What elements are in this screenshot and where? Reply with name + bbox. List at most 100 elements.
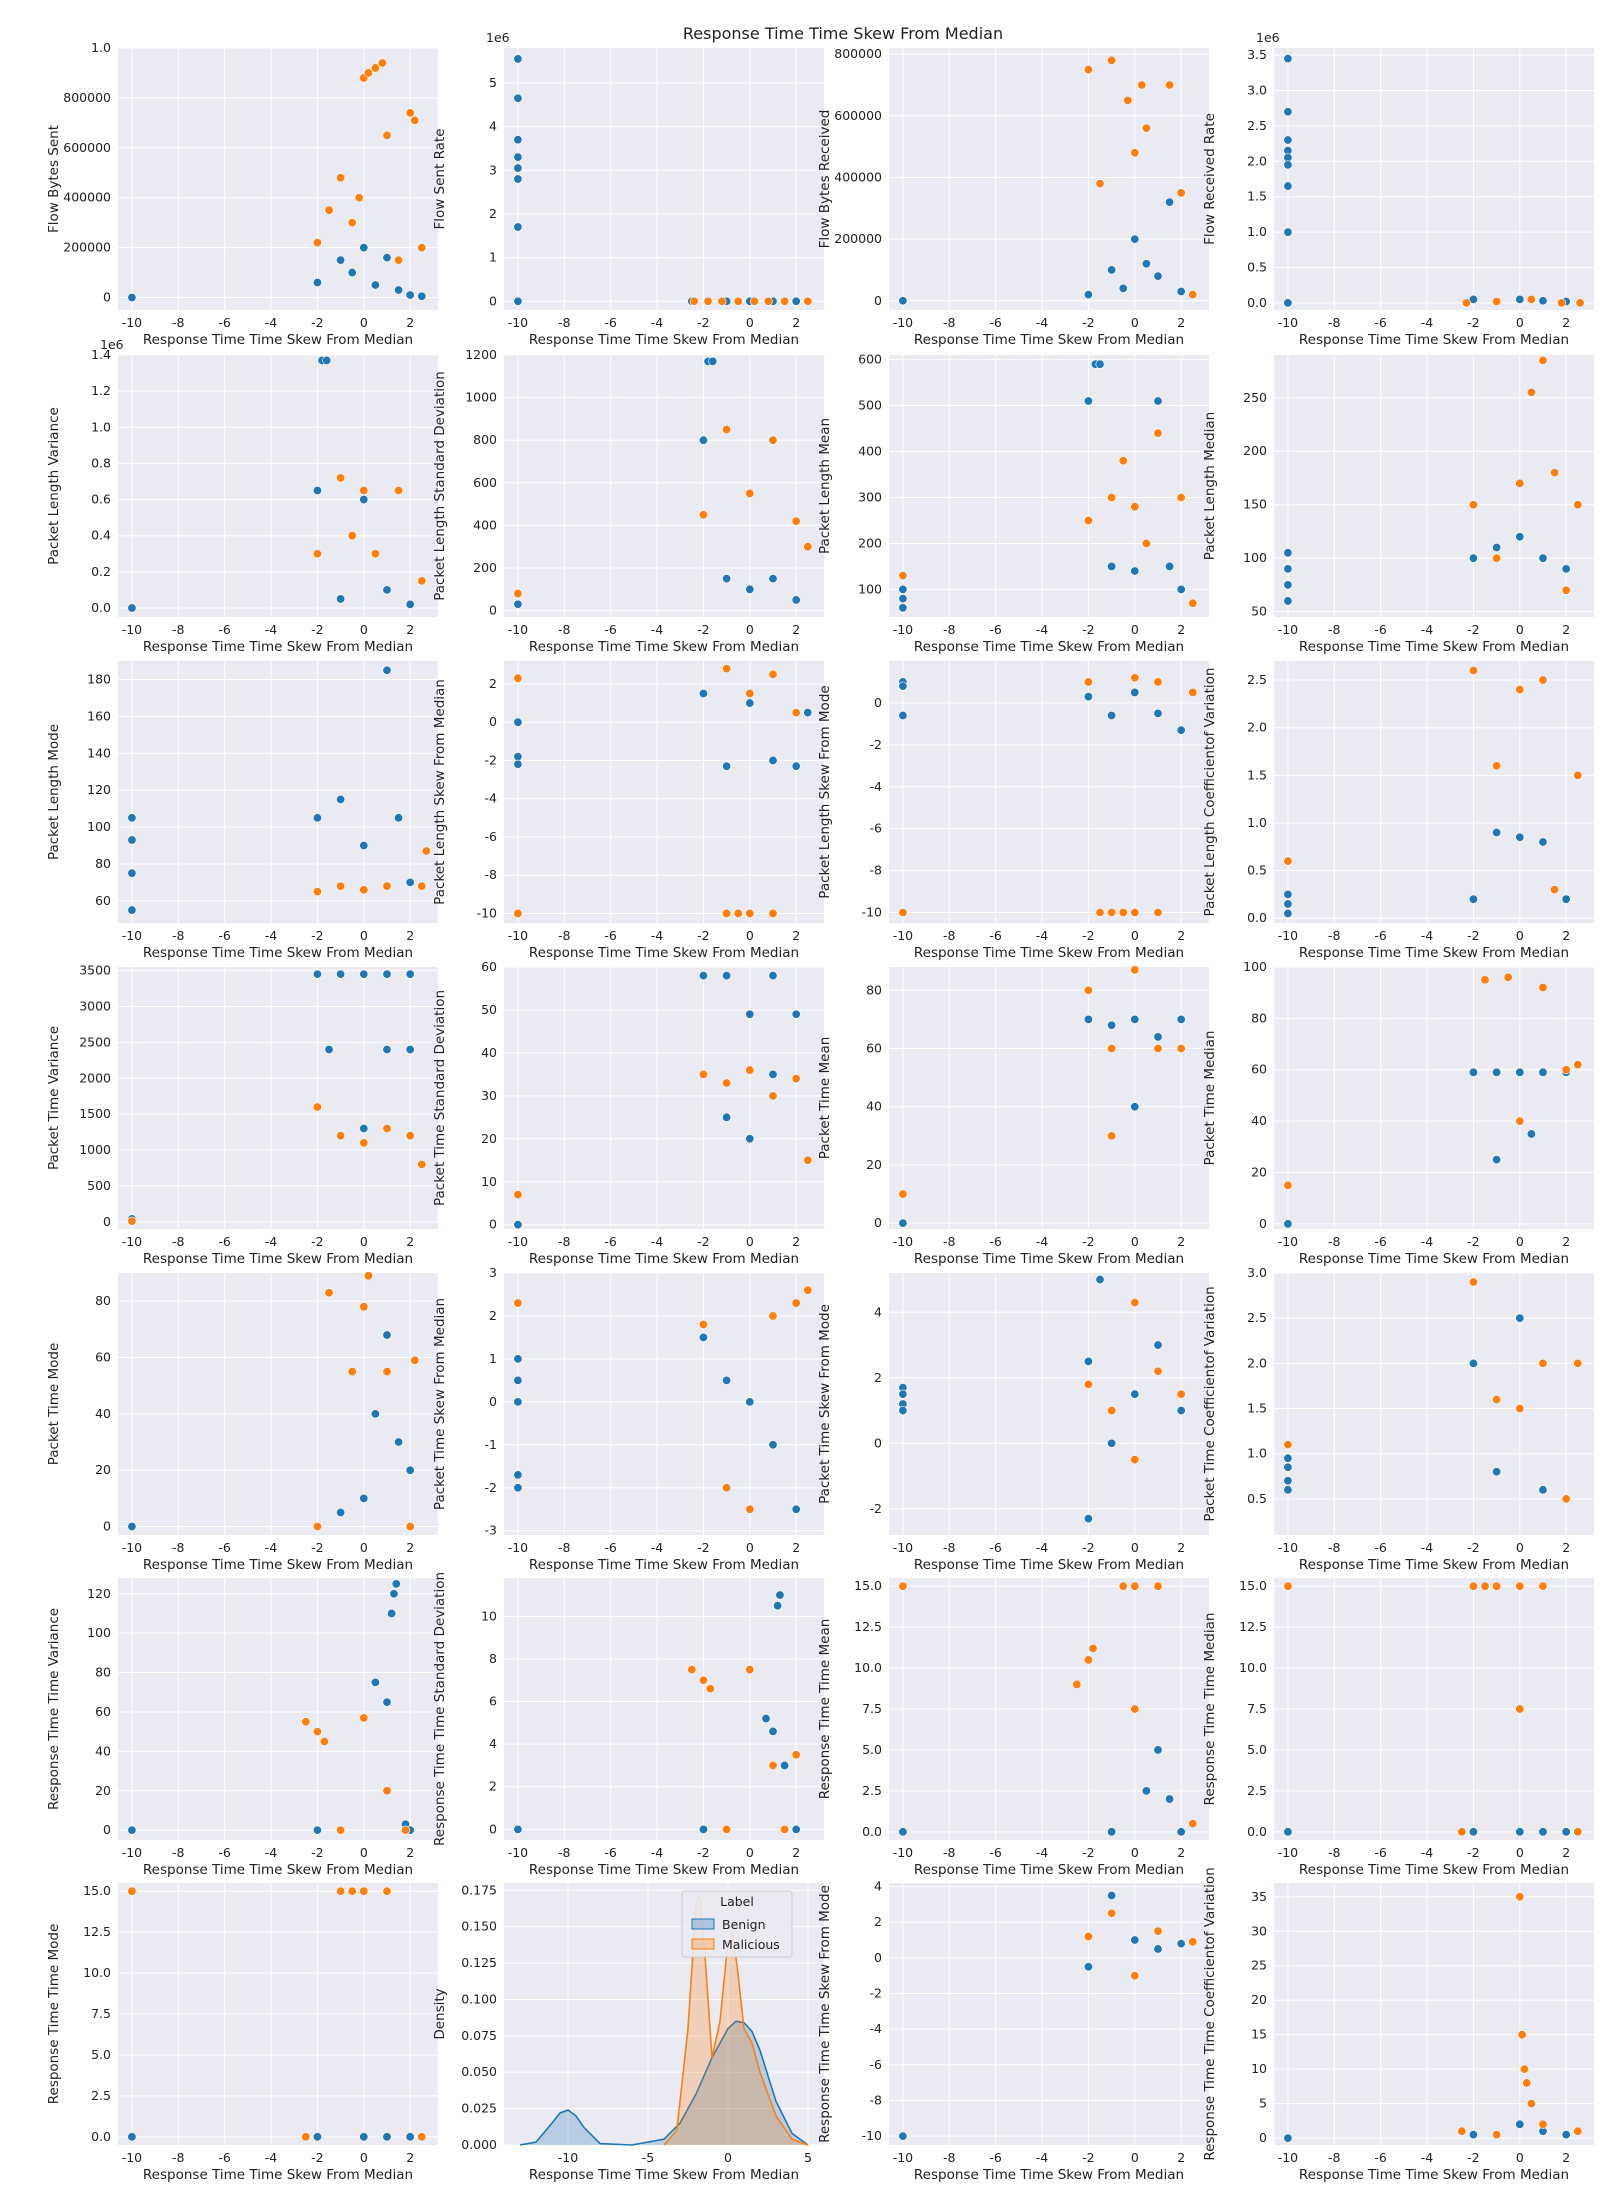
scatter-point-malicious: [370, 63, 380, 73]
scatter-point-benign: [359, 841, 369, 851]
scatter-point-malicious: [1118, 908, 1128, 918]
x-tick-label: -4: [1036, 1234, 1049, 1249]
scatter-point-benign: [768, 1726, 778, 1736]
y-tick-label: 10: [481, 1174, 497, 1189]
scatter-point-benign: [1283, 889, 1293, 899]
scatter-point-malicious: [791, 1298, 801, 1308]
scatter-point-benign: [1283, 899, 1293, 909]
x-tick-label: -8: [1328, 2150, 1341, 2165]
scatter-point-malicious: [1515, 1581, 1525, 1591]
y-tick-label: -8: [870, 2092, 883, 2107]
y-tick-label: 60: [95, 1350, 111, 1365]
panel-4-3: -10 -8 -6 -4 -2 0 2 0.5 1.0 1.5 2.0 2.5 3.0 Response …: [1202, 1265, 1594, 1573]
scatter-point-benign: [513, 1375, 523, 1385]
scatter-point-benign: [1083, 1356, 1093, 1366]
x-tick-label: -8: [943, 622, 956, 637]
x-tick-label: -8: [172, 315, 185, 330]
scatter-point-malicious: [698, 1675, 708, 1685]
x-tick-label: 0: [360, 1845, 368, 1860]
scatter-point-benign: [405, 2132, 415, 2142]
scatter-point-malicious: [1492, 553, 1502, 563]
y-axis-label: Packet Time Standard Deviation: [432, 990, 448, 1206]
scatter-point-benign: [513, 1483, 523, 1493]
scatter-point-malicious: [382, 881, 392, 891]
scatter-point-benign: [791, 761, 801, 771]
x-tick-label: -10: [893, 315, 913, 330]
x-tick-label: 0: [1131, 622, 1139, 637]
scatter-point-malicious: [1515, 478, 1525, 488]
scatter-point-malicious: [898, 1189, 908, 1199]
legend-swatch-benign: [691, 1918, 715, 1930]
x-tick-label: -2: [1082, 622, 1094, 637]
scatter-point-malicious: [1515, 1116, 1525, 1126]
x-tick-label: -10: [1278, 1234, 1298, 1249]
scatter-point-benign: [1283, 298, 1293, 308]
y-tick-label: -2: [870, 1986, 882, 2001]
y-tick-label: 0: [874, 695, 882, 710]
scatter-point-malicious: [1130, 1581, 1140, 1591]
y-tick-label: 80: [866, 982, 882, 997]
y-tick-label: 600000: [834, 108, 882, 123]
x-tick-label: -8: [943, 1234, 956, 1249]
scatter-point-benign: [722, 574, 732, 584]
scatter-point-malicious: [745, 689, 755, 699]
panel-2-2: -10 -8 -6 -4 -2 0 2 -10 -8 -6 -4 -2 0 Response Time T…: [817, 661, 1209, 961]
scatter-point-benign: [389, 1589, 399, 1599]
y-tick-label: 80: [95, 1293, 111, 1308]
x-tick-label: -4: [651, 1540, 664, 1555]
scatter-point-benign: [1165, 1794, 1175, 1804]
y-tick-label: 15.0: [1239, 1578, 1267, 1593]
scatter-point-malicious: [1153, 428, 1163, 438]
scatter-point-malicious: [410, 1355, 420, 1365]
x-tick-label: -6: [1374, 928, 1387, 943]
scatter-point-benign: [1153, 396, 1163, 406]
scatter-point-malicious: [703, 296, 713, 306]
y-tick-label: 200: [1243, 443, 1267, 458]
axes-background: [1274, 48, 1594, 310]
x-tick-label: 2: [1562, 1845, 1570, 1860]
scatter-point-malicious: [768, 669, 778, 679]
scatter-point-benign: [513, 599, 523, 609]
axes-background: [1274, 355, 1594, 617]
scatter-point-benign: [1107, 1827, 1117, 1837]
x-tick-label: -8: [558, 1540, 571, 1555]
y-axis-label: Packet Length Variance: [46, 407, 62, 565]
scatter-point-benign: [382, 969, 392, 979]
x-tick-label: 0: [1131, 928, 1139, 943]
y-tick-label: 3500: [79, 963, 111, 978]
x-tick-label: -10: [1278, 622, 1298, 637]
scatter-point-benign: [370, 280, 380, 290]
x-tick-label: -10: [508, 928, 528, 943]
y-tick-label: 1.5: [1247, 767, 1267, 782]
x-tick-label: -8: [1328, 928, 1341, 943]
y-tick-label: -2: [485, 1480, 497, 1495]
scatter-point-malicious: [377, 58, 387, 68]
y-axis-label: Packet Length Mean: [817, 418, 833, 554]
scatter-point-benign: [1515, 1313, 1525, 1323]
scatter-point-benign: [513, 717, 523, 727]
scatter-point-benign: [745, 1397, 755, 1407]
y-tick-label: 10.0: [83, 1965, 111, 1980]
panel-3-0: -10 -8 -6 -4 -2 0 2 0 500 1000 1500 2000 2500 3000 350…: [46, 963, 438, 1267]
scatter-point-benign: [745, 698, 755, 708]
x-tick-label: -10: [508, 1234, 528, 1249]
y-axis-label: Packet Length Skew From Median: [432, 679, 448, 905]
scatter-point-malicious: [1492, 1394, 1502, 1404]
x-tick-label: -4: [651, 622, 664, 637]
scatter-point-malicious: [1573, 1358, 1583, 1368]
scatter-point-malicious: [127, 1886, 137, 1896]
scatter-point-malicious: [359, 1302, 369, 1312]
x-tick-label: 0: [746, 1540, 754, 1555]
y-tick-label: 7.5: [1247, 1701, 1267, 1716]
scatter-point-benign: [336, 594, 346, 604]
scatter-point-benign: [1153, 271, 1163, 281]
x-tick-label: -4: [1421, 1845, 1434, 1860]
x-tick-label: -10: [893, 1234, 913, 1249]
y-tick-label: -3: [485, 1523, 497, 1538]
scatter-point-benign: [359, 1493, 369, 1503]
scatter-point-malicious: [336, 881, 346, 891]
scatter-point-malicious: [722, 1078, 732, 1088]
scatter-point-benign: [780, 1760, 790, 1770]
scatter-point-benign: [1492, 542, 1502, 552]
scatter-point-malicious: [513, 673, 523, 683]
